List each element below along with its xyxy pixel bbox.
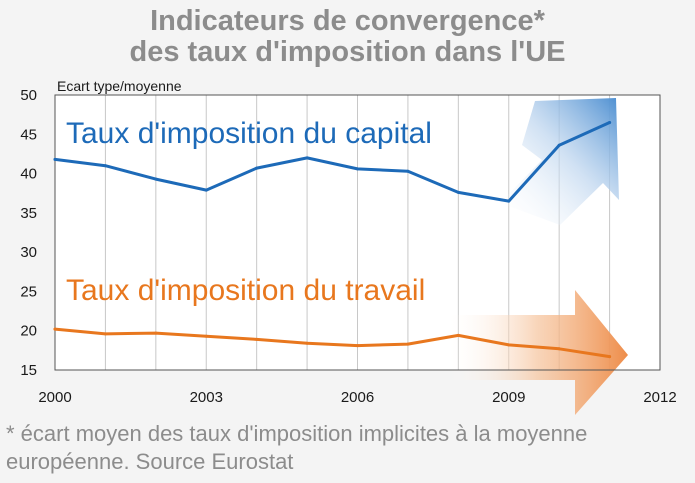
line-chart: 15 20 25 30 35 40 45 50 2000 2003 2006 2009 2012 Ec… xyxy=(20,78,677,415)
data-point-0-2003 xyxy=(204,188,208,192)
data-point-1-2006 xyxy=(356,344,359,348)
data-point-1-2003 xyxy=(204,334,208,338)
y-axis-ticks: 15 20 25 30 35 40 45 50 xyxy=(20,87,37,379)
series-line-0 xyxy=(53,121,612,203)
trend-arrow-capital xyxy=(500,98,619,225)
x-tick-label-2000: 2000 xyxy=(38,389,71,406)
series-line-1 xyxy=(53,327,612,359)
data-point-0-2000 xyxy=(53,157,57,161)
data-point-1-2004 xyxy=(255,337,259,341)
data-point-0-2006 xyxy=(356,167,359,171)
series-lines xyxy=(53,121,612,359)
footnote: * écart moyen des taux d'imposition impl… xyxy=(6,421,588,474)
series-label-capital: Taux d'imposition du capital xyxy=(66,117,432,150)
x-tick-label-2012: 2012 xyxy=(643,389,676,406)
data-point-1-2001 xyxy=(103,332,107,336)
y-tick-label-50: 50 xyxy=(20,87,37,104)
data-point-1-2005 xyxy=(305,341,309,345)
data-point-1-2011 xyxy=(608,355,612,359)
y-tick-label-35: 35 xyxy=(20,205,37,222)
data-point-0-2009 xyxy=(507,199,511,203)
data-point-1-2000 xyxy=(53,327,57,331)
data-point-1-2007 xyxy=(406,342,410,346)
y-tick-label-20: 20 xyxy=(20,323,37,340)
data-point-0-2011 xyxy=(608,121,612,124)
data-point-0-2001 xyxy=(103,164,107,168)
data-point-1-2002 xyxy=(154,331,158,335)
data-point-1-2010 xyxy=(557,347,561,351)
chart-title-line-1: Indicateurs de convergence* xyxy=(150,5,545,37)
y-axis-label: Ecart type/moyenne xyxy=(57,78,182,94)
data-point-0-2008 xyxy=(456,190,460,194)
data-point-1-2008 xyxy=(456,333,460,337)
plot-frame xyxy=(54,94,661,371)
series-label-travail: Taux d'imposition du travail xyxy=(66,274,425,307)
y-tick-label-40: 40 xyxy=(20,166,37,183)
x-tick-label-2009: 2009 xyxy=(492,389,525,406)
y-tick-label-25: 25 xyxy=(20,283,37,300)
y-tick-label-45: 45 xyxy=(20,126,37,143)
x-tick-label-2006: 2006 xyxy=(341,389,374,406)
data-point-0-2004 xyxy=(255,166,259,170)
x-axis-ticks: 2000 2003 2006 2009 2012 xyxy=(38,389,676,406)
data-point-0-2007 xyxy=(406,169,410,173)
chart-title-line-2: des taux d'imposition dans l'UE xyxy=(129,36,566,68)
data-point-0-2010 xyxy=(557,143,561,147)
y-tick-label-30: 30 xyxy=(20,244,37,261)
y-tick-label-15: 15 xyxy=(20,362,37,379)
trend-arrows xyxy=(445,98,628,415)
trend-arrow-travail xyxy=(445,290,628,415)
data-point-0-2005 xyxy=(305,156,309,160)
data-point-1-2009 xyxy=(507,343,511,347)
x-tick-label-2003: 2003 xyxy=(190,389,223,406)
data-point-0-2002 xyxy=(154,177,158,181)
